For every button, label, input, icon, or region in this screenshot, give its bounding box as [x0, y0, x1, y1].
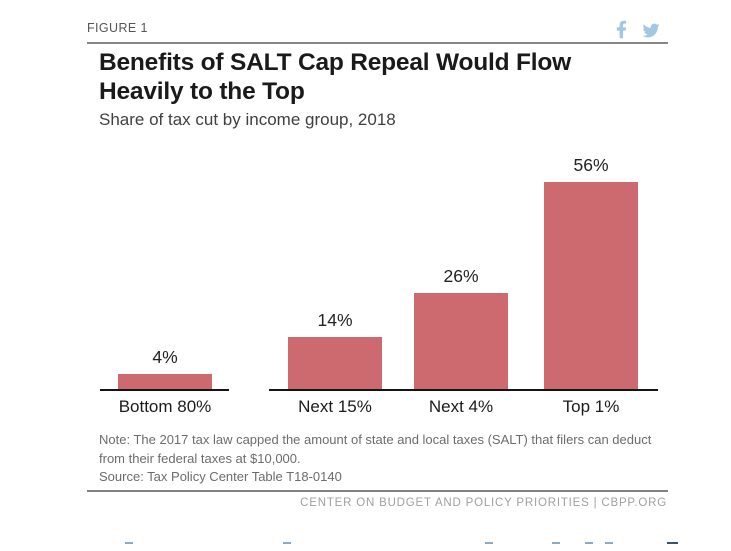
cutoff-text-mark [552, 542, 560, 544]
value-label-next-15: 14% [317, 310, 353, 330]
header-divider [87, 42, 668, 44]
footer-divider [87, 490, 668, 492]
bar-next-4 [414, 293, 508, 389]
chart-subtitle: Share of tax cut by income group, 2018 [99, 110, 396, 129]
value-label-top-1: 56% [573, 155, 609, 175]
value-label-next-4: 26% [443, 266, 479, 286]
bar-next-15 [288, 337, 382, 389]
facebook-icon[interactable] [616, 20, 627, 39]
chart-source: Source: Tax Policy Center Table T18-0140 [99, 469, 342, 484]
chart-title: Benefits of SALT Cap Repeal Would Flow He… [99, 48, 659, 106]
category-label-next-4: Next 4% [428, 397, 494, 416]
cutoff-text-mark [667, 542, 678, 544]
category-label-bottom-80: Bottom 80% [118, 397, 212, 416]
chart-title-line1: Benefits of SALT Cap Repeal Would Flow [99, 49, 571, 76]
social-share-buttons [612, 19, 668, 41]
chart-title-line2: Heavily to the Top [99, 78, 305, 105]
x-axis-segment-2 [269, 389, 658, 391]
bar-bottom-80 [118, 374, 212, 389]
cutoff-text-mark [605, 542, 613, 544]
twitter-icon[interactable] [640, 22, 662, 39]
footer-branding: CENTER ON BUDGET AND POLICY PRIORITIES |… [300, 497, 667, 509]
figure-label: FIGURE 1 [87, 21, 148, 35]
category-label-top-1: Top 1% [562, 397, 620, 416]
bar-top-1 [544, 182, 638, 389]
value-label-bottom-80: 4% [152, 347, 178, 367]
cutoff-text-mark [283, 542, 291, 544]
x-axis-segment-1 [100, 389, 229, 391]
cutoff-text-mark [585, 542, 593, 544]
category-label-next-15: Next 15% [298, 397, 372, 416]
cutoff-text-mark [485, 542, 493, 544]
cutoff-text-mark [125, 542, 133, 544]
chart-note: Note: The 2017 tax law capped the amount… [99, 432, 652, 466]
